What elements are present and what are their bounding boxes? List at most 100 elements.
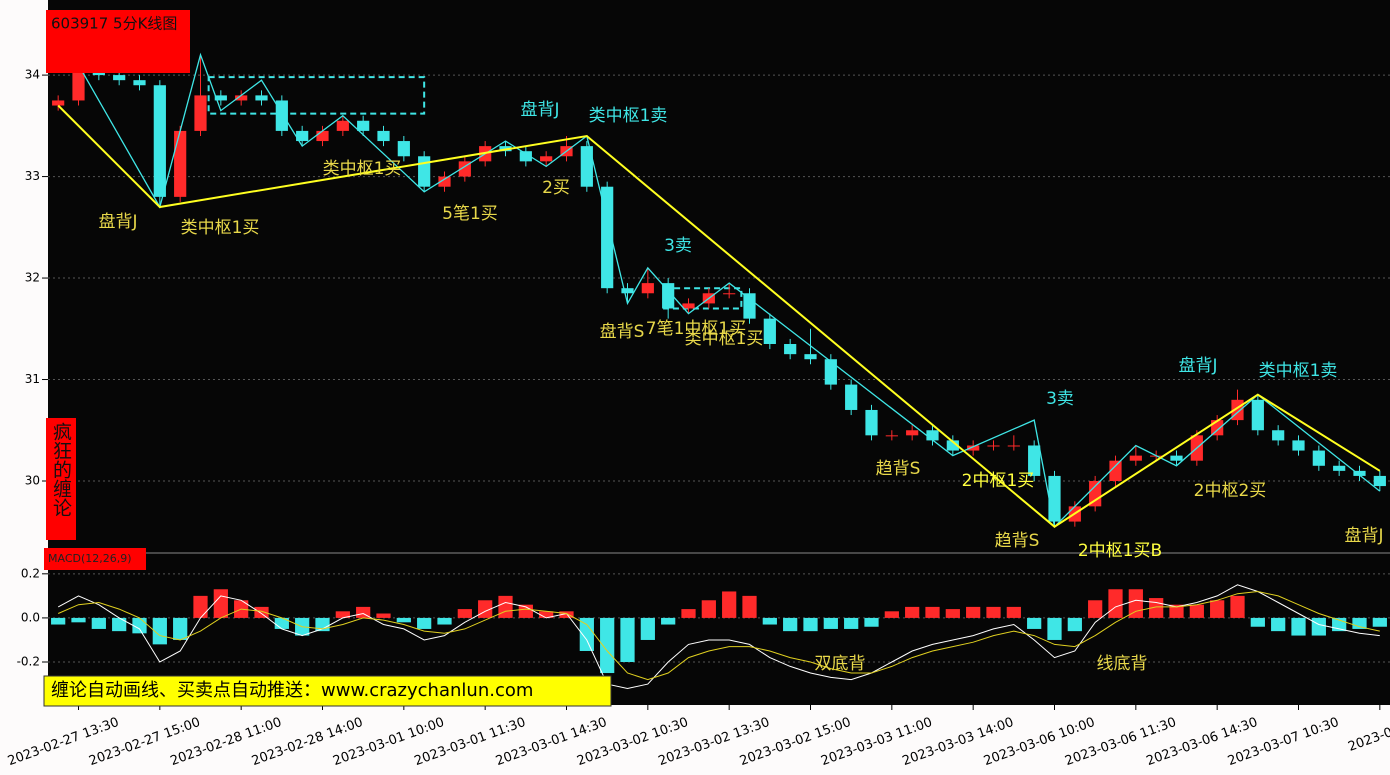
candle-body (1028, 445, 1041, 476)
y-tick-label: 31 (25, 372, 40, 386)
candle-body (641, 283, 654, 294)
segment-line (57, 104, 1381, 528)
macd-bar (966, 606, 981, 618)
candle-body (418, 156, 431, 187)
candle-body (336, 120, 349, 131)
candle-body (1353, 470, 1366, 476)
annotation: 3卖 (664, 236, 692, 256)
candle-body (194, 95, 207, 131)
dea-line (58, 590, 1380, 681)
macd-bar (600, 617, 615, 674)
macd-bar (213, 589, 228, 618)
macd-bar (539, 611, 554, 618)
y-tick-label: 30 (25, 473, 40, 487)
candle-body (1109, 460, 1122, 481)
macd-bar (884, 611, 899, 618)
candle-body (1312, 450, 1325, 466)
candle-body (926, 430, 939, 441)
x-tick-label: 2023-03-07 (1346, 715, 1390, 755)
annotation: 2中枢1买B (1078, 541, 1162, 561)
macd-bar (437, 617, 452, 625)
macd-label: MACD(12,26,9) (48, 552, 132, 565)
bi-line (77, 52, 1381, 529)
macd-bar (1250, 617, 1265, 627)
y-tick-label: 33 (25, 169, 40, 183)
candle-body (1251, 399, 1264, 431)
macd-bar (1108, 589, 1123, 618)
macd-bar (925, 606, 940, 618)
macd-bar (864, 617, 879, 627)
annotation: 类中枢1卖 (1259, 361, 1338, 381)
annotation: 类中枢1买 (181, 218, 260, 238)
macd-bar (396, 617, 411, 623)
candle-body (743, 293, 756, 319)
candle-body (824, 359, 837, 385)
macd-bar (1210, 600, 1225, 618)
macd-bar (701, 600, 716, 618)
annotation: 趋背S (876, 459, 921, 479)
candle-body (438, 176, 451, 187)
candle-body (113, 75, 126, 81)
candle-body (377, 130, 390, 142)
side-label-box (46, 418, 76, 540)
macd-bar (1047, 617, 1062, 640)
macd-bar (518, 604, 533, 618)
candle-body (906, 430, 919, 436)
macd-bar (905, 606, 920, 618)
candle-body (1129, 455, 1142, 461)
y-tick-label: 34 (25, 68, 40, 82)
macd-label-box (44, 548, 146, 570)
annotation: 趋背S (995, 531, 1040, 551)
macd-bar (1006, 606, 1021, 618)
candle-body (397, 141, 410, 157)
candle-body (845, 384, 858, 410)
annotation: 双底背 (815, 654, 866, 674)
candle-body (52, 100, 65, 106)
dif-line (57, 584, 1380, 690)
macd-bar (132, 617, 147, 634)
macd-bar (376, 613, 391, 618)
macd-bar (498, 595, 513, 618)
candle-body (235, 95, 248, 101)
candle-body (296, 130, 309, 142)
macd-bar (783, 617, 798, 632)
macd-bar (559, 611, 574, 618)
candle-body (1292, 440, 1305, 451)
annotation: 2中枢2买 (1194, 481, 1267, 501)
annotation: 7笔1中枢1买 (646, 319, 746, 339)
candle-body (885, 435, 898, 437)
annotation: 类中枢1卖 (589, 106, 668, 126)
macd-bar (173, 617, 188, 640)
macd-bar (823, 617, 838, 629)
candle-body (1333, 465, 1346, 471)
macd-bar (152, 617, 167, 645)
annotation: 盘背S (600, 322, 645, 342)
macd-bar (1271, 617, 1286, 632)
candle-body (1048, 475, 1061, 522)
candle-body (580, 146, 593, 187)
macd-bar (945, 609, 960, 618)
candle-body (723, 293, 736, 295)
macd-bar (762, 617, 777, 625)
annotation: 盘背J (98, 212, 137, 232)
macd-bar (1169, 604, 1184, 618)
y-tick-label: 0.0 (21, 610, 40, 624)
candle-body (621, 288, 634, 294)
macd-bar (681, 609, 696, 618)
y-tick-label: 32 (25, 271, 40, 285)
plot-background (48, 0, 1390, 705)
macd-bar (356, 606, 371, 618)
y-tick-label: -0.2 (17, 655, 40, 669)
macd-bar (1352, 617, 1367, 629)
candle-body (540, 156, 553, 162)
macd-bar (661, 617, 676, 625)
annotation: 类中枢1买 (685, 329, 764, 349)
candle-body (133, 80, 146, 86)
candle-body (804, 354, 817, 360)
macd-bar (417, 617, 432, 629)
macd-bar (1372, 617, 1387, 627)
candle-body (316, 130, 329, 142)
annotation: 2中枢1买 (962, 471, 1035, 491)
macd-bar (335, 611, 350, 618)
